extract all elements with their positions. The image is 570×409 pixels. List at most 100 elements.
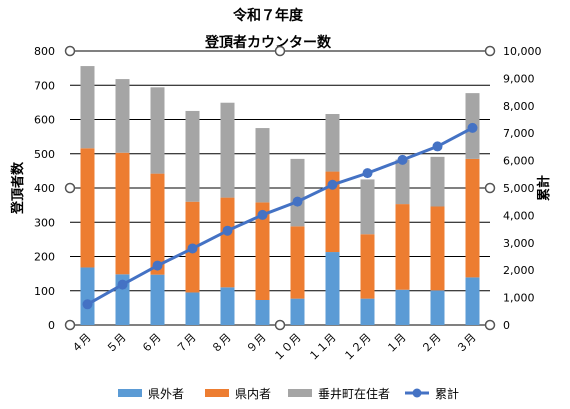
bar-1-6: [290, 226, 305, 299]
x-axis-ticks: ４月 ５月 ６月 ７月 ８月 ９月 １０月 １１月 １２月 １月 ２月 ３月: [69, 331, 479, 364]
bar-2-4: [220, 102, 235, 198]
y2-tick-label: 7,000: [503, 127, 535, 140]
y-axis-title: 登頂者数: [10, 161, 26, 215]
cumulative-point: [82, 299, 93, 310]
y-tick-label: 300: [34, 216, 55, 229]
y-tick-label: 200: [34, 251, 55, 264]
bar-0-11: [465, 277, 480, 325]
x-tick-label: ９月: [244, 331, 269, 356]
y-tick-label: 500: [34, 148, 55, 161]
selection-handle[interactable]: [484, 45, 496, 57]
bar-1-7: [325, 171, 340, 253]
cumulative-point: [117, 279, 128, 290]
bar-0-6: [290, 298, 305, 325]
bar-2-1: [115, 79, 130, 153]
cumulative-point: [432, 141, 443, 152]
bar-2-9: [395, 159, 410, 205]
bar-1-8: [360, 234, 375, 299]
bar-1-1: [115, 152, 130, 275]
selection-handle[interactable]: [64, 45, 76, 57]
y2-axis-title: 累計: [536, 175, 552, 201]
selection-handle[interactable]: [64, 319, 76, 331]
legend-label: 県内者: [235, 387, 271, 401]
x-tick-label: ３月: [454, 331, 479, 356]
bar-2-3: [185, 110, 200, 202]
bar-1-0: [80, 148, 95, 268]
cumulative-point: [222, 225, 233, 236]
legend-item: 累計: [405, 386, 459, 401]
bar-1-5: [255, 202, 270, 300]
y-tick-label: 800: [34, 45, 55, 58]
bar-1-4: [220, 197, 235, 288]
y-tick-label: 600: [34, 114, 55, 127]
legend-item: 垂井町在住者: [288, 387, 390, 401]
legend: 県外者 県内者 垂井町在住者 累計: [118, 386, 459, 401]
cumulative-point: [257, 209, 268, 220]
selection-handle[interactable]: [484, 182, 496, 194]
bar-1-11: [465, 158, 480, 278]
x-tick-label: ２月: [419, 331, 444, 356]
chart-title: 令和７年度: [232, 7, 304, 24]
legend-label: 県外者: [148, 387, 184, 401]
y-tick-label: 700: [34, 79, 55, 92]
y2-tick-label: 5,000: [503, 182, 535, 195]
y2-tick-label: 10,000: [503, 45, 542, 58]
gridlines: [70, 50, 490, 326]
cumulative-point: [292, 196, 303, 207]
cumulative-line: [82, 122, 478, 310]
cumulative-point: [327, 179, 338, 190]
bar-1-2: [150, 173, 165, 275]
bar-0-7: [325, 252, 340, 325]
y2-axis-ticks: 0 1,000 2,000 3,000 4,000 5,000 6,000 7,000 8,00…: [503, 45, 542, 332]
x-tick-label: ７月: [174, 331, 199, 356]
x-tick-label: ６月: [139, 331, 164, 356]
selection-handles: [64, 45, 496, 331]
y2-tick-label: 3,000: [503, 237, 535, 250]
selection-handle[interactable]: [64, 182, 76, 194]
bar-0-10: [430, 290, 445, 325]
cumulative-point: [152, 260, 163, 271]
bar-0-2: [150, 274, 165, 325]
x-tick-label: ８月: [209, 331, 234, 356]
legend-item: 県内者: [205, 387, 271, 401]
cumulative-point: [397, 154, 408, 165]
y-tick-label: 0: [48, 319, 55, 332]
y2-tick-label: 2,000: [503, 264, 535, 277]
x-tick-label: １２月: [341, 331, 374, 364]
cumulative-point: [362, 168, 373, 179]
x-tick-label: ４月: [69, 331, 94, 356]
cumulative-point: [187, 243, 198, 254]
bar-0-8: [360, 298, 375, 325]
bar-2-8: [360, 179, 375, 235]
selection-handle[interactable]: [274, 45, 286, 57]
bar-1-10: [430, 206, 445, 291]
legend-swatch: [205, 389, 229, 397]
x-tick-label: １０月: [271, 331, 304, 364]
y2-tick-label: 4,000: [503, 209, 535, 222]
y-tick-label: 100: [34, 285, 55, 298]
bar-0-0: [80, 267, 95, 325]
x-tick-label: ５月: [104, 331, 129, 356]
bar-2-7: [325, 114, 340, 172]
legend-label: 垂井町在住者: [318, 387, 390, 401]
legend-swatch: [118, 389, 142, 397]
x-tick-label: １１月: [306, 331, 339, 364]
selection-handle[interactable]: [484, 319, 496, 331]
bar-0-3: [185, 292, 200, 325]
chart-subtitle: 登頂者カウンター数: [204, 34, 332, 51]
cumulative-polyline: [86, 126, 474, 306]
y2-tick-label: 8,000: [503, 100, 535, 113]
bar-0-9: [395, 289, 410, 325]
legend-marker: [412, 388, 422, 398]
bar-2-0: [80, 66, 95, 149]
selection-handle[interactable]: [274, 319, 286, 331]
bar-2-2: [150, 87, 165, 174]
bar-2-5: [255, 128, 270, 203]
bars: [80, 66, 480, 325]
legend-item: 県外者: [118, 387, 184, 401]
y2-tick-label: 6,000: [503, 155, 535, 168]
y-axis-ticks: 0 100 200 300 400 500 600 700 800: [34, 45, 55, 332]
y2-tick-label: 0: [503, 319, 510, 332]
x-tick-label: １月: [384, 331, 409, 356]
